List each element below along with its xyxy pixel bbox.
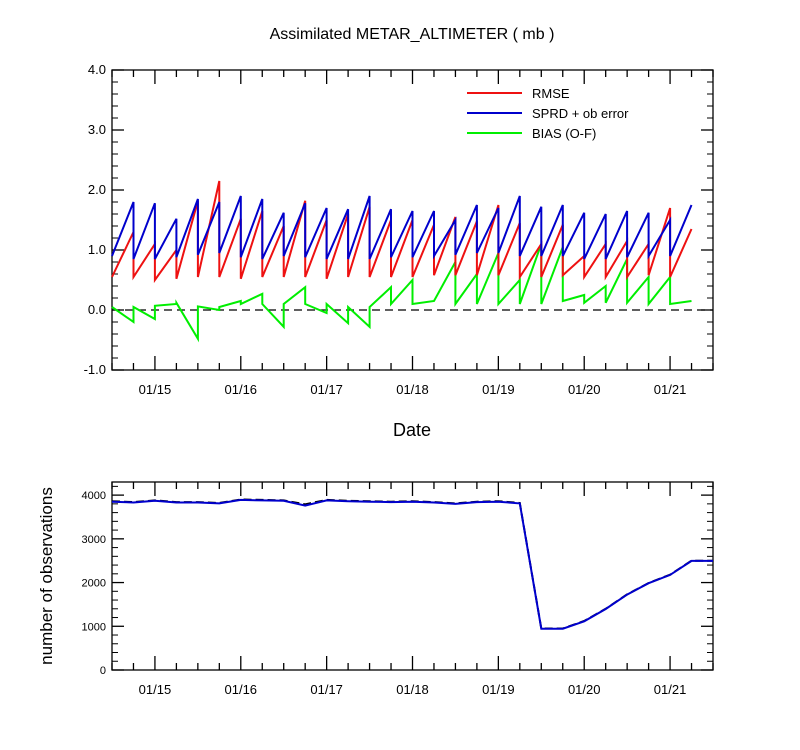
bottom-plot-frame (111, 481, 714, 671)
top-x-tick-label: 01/15 (139, 382, 172, 397)
top-panel: 01/15 01/16 01/17 01/18 01/19 01/20 01/21 -1.0 0… (84, 62, 714, 397)
top-y-tick-label: 2.0 (88, 182, 106, 197)
bottom-x-tick-label: 01/18 (396, 682, 429, 697)
chart-title: Assimilated METAR_ALTIMETER ( mb ) (270, 26, 555, 43)
top-x-tick-label: 01/17 (310, 382, 343, 397)
top-y-tick-label: 0.0 (88, 302, 106, 317)
series-rmse-line (111, 180, 693, 284)
bottom-y-axis-label: number of observations (37, 487, 56, 665)
top-x-tick-label: 01/21 (654, 382, 687, 397)
legend-label-2: BIAS (O-F) (532, 126, 596, 141)
top-y-tick-label: 1.0 (88, 242, 106, 257)
legend: RMSE SPRD + ob error BIAS (O-F) (467, 86, 629, 141)
bottom-y-tick-label: 4000 (82, 490, 106, 502)
bottom-x-tick-label: 01/17 (310, 682, 343, 697)
legend-label-1: SPRD + ob error (532, 106, 629, 121)
series-sprd-line (111, 195, 693, 260)
top-x-axis-label: Date (393, 420, 431, 440)
top-x-tick-label: 01/19 (482, 382, 515, 397)
series-observations-0 (111, 498, 713, 630)
bottom-x-tick-label: 01/15 (139, 682, 172, 697)
top-y-tick-label: 3.0 (88, 122, 106, 137)
bottom-y-tick-label: 1000 (82, 621, 106, 633)
bottom-y-tick-label: 0 (100, 665, 106, 677)
bottom-y-tick-label: 3000 (82, 534, 106, 546)
bottom-x-tick-label: 01/19 (482, 682, 515, 697)
bottom-y-tick-label: 2000 (82, 578, 106, 590)
top-x-tick-label: 01/16 (225, 382, 258, 397)
top-y-tick-label: 4.0 (88, 62, 106, 77)
top-x-tick-label: 01/18 (396, 382, 429, 397)
bottom-x-tick-label: 01/21 (654, 682, 687, 697)
top-x-tick-label: 01/20 (568, 382, 601, 397)
bottom-panel: 01/15 01/16 01/17 01/18 01/19 01/20 01/21 0 1000… (82, 481, 714, 697)
bottom-x-tick-label: 01/16 (225, 682, 258, 697)
series-bias-line (111, 243, 692, 343)
legend-label-0: RMSE (532, 86, 570, 101)
series-observations-1 (111, 498, 713, 630)
bottom-x-tick-label: 01/20 (568, 682, 601, 697)
top-y-tick-label: -1.0 (84, 362, 106, 377)
